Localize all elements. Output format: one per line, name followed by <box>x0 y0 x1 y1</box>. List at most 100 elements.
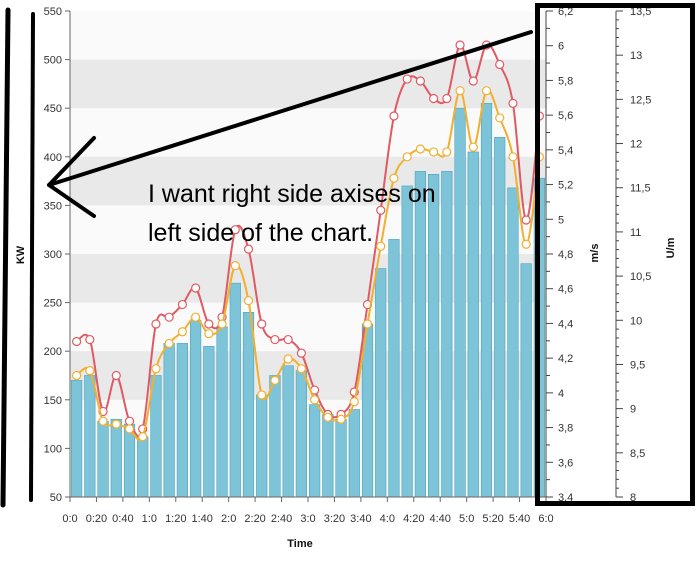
kw-bar <box>256 394 268 498</box>
right-axis-1-tick-label: 4,4 <box>558 318 573 330</box>
x-axis-tick-label: 4:0 <box>380 513 395 525</box>
highlight-box <box>535 3 695 506</box>
right-axis-2-tick-label: 13 <box>630 50 642 62</box>
grid-band <box>70 59 546 109</box>
red-marker <box>72 336 82 347</box>
x-axis-tick-label: 2:40 <box>271 513 292 525</box>
orange-marker <box>138 432 148 442</box>
orange-marker <box>243 296 254 306</box>
kw-bar <box>110 418 122 498</box>
orange-marker <box>323 412 333 422</box>
right-axis-1-tick-label: 4 <box>558 388 564 400</box>
x-axis-tick-label: 0:20 <box>86 513 107 525</box>
left-axis-tick-label: 450 <box>44 103 62 115</box>
kw-bar <box>414 171 426 498</box>
kw-bar <box>190 319 202 498</box>
x-axis-tick-label: 2:0 <box>221 513 236 525</box>
red-marker <box>521 215 531 225</box>
right-axis-1-tick-label: 4,6 <box>558 284 573 296</box>
kw-bar <box>454 107 466 498</box>
kw-bar <box>441 171 453 498</box>
orange-marker <box>389 173 399 183</box>
x-axis-tick-label: 3:0 <box>300 513 315 525</box>
axes: 50 100 150 200 250 300 350 400 450 500 550 0:0 0:20 0… <box>44 6 652 525</box>
right-axis-1-tick-label: 6,2 <box>558 6 573 18</box>
orange-marker <box>151 364 161 374</box>
kw-bar <box>176 343 188 498</box>
red-marker <box>111 370 121 381</box>
orange-marker <box>85 366 95 376</box>
kw-bar <box>322 414 334 498</box>
annotation-overlay: I want right side axises on left side of … <box>0 3 695 508</box>
left-axis-tick-label: 300 <box>44 249 62 261</box>
right-axis-1-tick-label: 4,8 <box>558 249 573 261</box>
kw-bar <box>97 420 109 498</box>
x-axis-tick-label: 3:40 <box>350 513 371 525</box>
orange-marker <box>442 147 452 157</box>
red-marker <box>230 225 240 235</box>
kw-bar <box>480 103 493 498</box>
right-axis-1-tick-label: 5 <box>558 214 564 226</box>
kw-bar <box>401 185 413 498</box>
orange-marker <box>270 375 280 385</box>
kw-bar <box>428 174 440 498</box>
right-axis-2-tick-label: 10,5 <box>630 271 651 283</box>
right-axis-2-tick-label: 9,5 <box>630 359 645 371</box>
kw-bar <box>216 326 228 498</box>
kw-bar <box>348 409 360 498</box>
left-axis-tick-label: 400 <box>44 152 62 164</box>
kw-bar <box>295 370 307 498</box>
right-axis-2-tick-label: 8,5 <box>630 448 645 460</box>
x-axis-tick-label: 1:0 <box>142 513 157 525</box>
red-marker <box>376 205 386 215</box>
orange-marker <box>468 142 478 152</box>
x-axis-tick-label: 4:20 <box>403 513 424 525</box>
left-axis-tick-label: 350 <box>44 200 62 212</box>
red-marker <box>191 283 201 293</box>
right-axis-1-title: m/s <box>589 244 601 263</box>
orange-marker <box>495 113 505 123</box>
orange-marker <box>521 239 531 249</box>
orange-marker <box>72 370 82 381</box>
right-axis-2-tick-label: 12,5 <box>630 94 651 106</box>
red-marker <box>389 111 399 121</box>
right-axis-2-tick-label: 10 <box>630 315 642 327</box>
kw-bar <box>309 404 321 498</box>
red-marker <box>257 319 267 329</box>
x-axis-title: Time <box>287 538 312 550</box>
red-marker <box>495 59 505 70</box>
x-axis-tick-label: 4:40 <box>430 513 451 525</box>
left-axis-tick-label: 250 <box>44 298 62 310</box>
grid-band <box>70 254 546 303</box>
red-line <box>76 43 541 437</box>
red-marker <box>124 416 135 426</box>
orange-marker <box>257 390 267 400</box>
orange-marker <box>455 86 465 96</box>
red-marker <box>468 76 478 86</box>
kw-bar <box>335 418 347 498</box>
orange-marker <box>98 416 108 426</box>
right-axis-2-tick-label: 9 <box>630 404 636 416</box>
red-marker <box>415 76 425 86</box>
left-axis-tick-label: 50 <box>50 492 62 504</box>
orange-marker <box>415 144 425 154</box>
x-axis-tick-label: 5:40 <box>509 513 530 525</box>
red-marker <box>402 74 412 84</box>
orange-marker <box>402 152 412 162</box>
kw-bar <box>375 268 387 498</box>
orange-marker <box>177 327 187 337</box>
right-axis-2-tick-label: 8 <box>630 492 636 504</box>
orange-marker <box>310 395 320 405</box>
left-marker-stroke <box>0 7 11 508</box>
left-axis-tick-label: 500 <box>44 55 62 67</box>
right-axis-1-tick-label: 5,8 <box>558 75 573 87</box>
orange-marker <box>376 241 386 251</box>
red-marker <box>243 244 254 254</box>
right-axis-1-tick-label: 4,2 <box>558 353 573 365</box>
kw-bar <box>229 282 241 498</box>
red-marker <box>508 98 518 108</box>
x-axis-tick-label: 3:20 <box>324 513 345 525</box>
x-axis-tick-label: 2:20 <box>244 513 265 525</box>
orange-marker <box>362 319 373 329</box>
